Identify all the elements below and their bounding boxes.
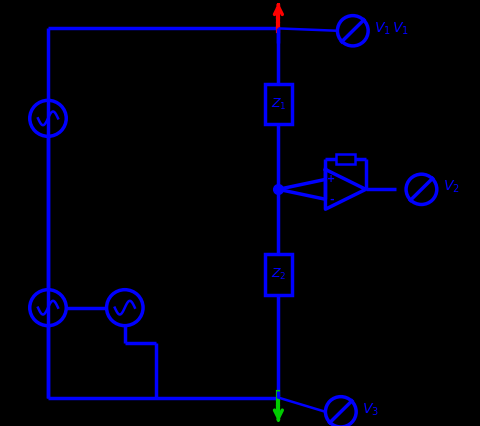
Text: $Z_2$: $Z_2$ (271, 267, 286, 282)
Text: $V_1$: $V_1$ (374, 20, 391, 37)
Text: +: + (327, 174, 335, 184)
Text: $Z_1$: $Z_1$ (271, 97, 286, 112)
Text: $V_1$: $V_1$ (392, 20, 409, 37)
Text: $V_2$: $V_2$ (443, 179, 459, 195)
Bar (336, 154, 355, 164)
Bar (265, 254, 291, 295)
Text: $V_3$: $V_3$ (362, 401, 379, 417)
Text: -: - (329, 194, 334, 204)
Bar (265, 84, 291, 124)
